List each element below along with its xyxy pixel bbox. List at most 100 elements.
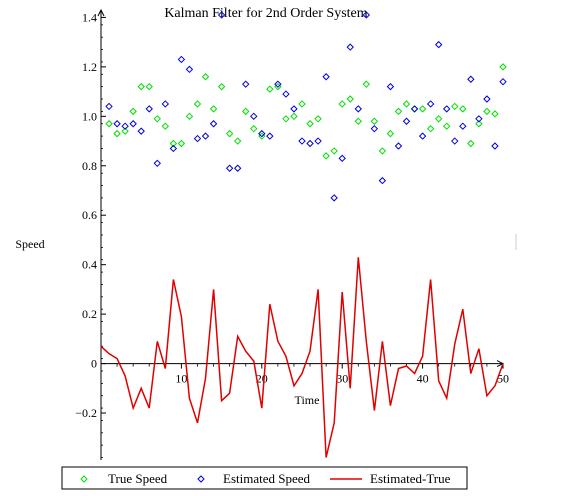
point-estimated-speed xyxy=(418,132,427,140)
point-true-speed xyxy=(467,139,475,148)
point-true-speed xyxy=(298,100,306,108)
point-estimated-speed xyxy=(105,102,113,111)
point-true-speed xyxy=(362,80,371,88)
point-estimated-speed xyxy=(322,73,330,81)
axes: −0.200.20.40.60.81.01.21.410 20 30 40 50 xyxy=(75,8,509,460)
point-estimated-speed xyxy=(258,129,266,138)
point-estimated-speed xyxy=(217,11,226,19)
x-axis-arrow-icon xyxy=(496,360,505,368)
point-estimated-speed xyxy=(475,115,483,123)
point-estimated-speed xyxy=(290,105,298,113)
point-estimated-speed xyxy=(298,137,306,145)
point-true-speed xyxy=(153,115,161,123)
legend-item-true-speed: True Speed xyxy=(80,471,168,486)
point-estimated-speed xyxy=(242,80,250,88)
x-tick-label: 50 xyxy=(497,372,509,386)
y-tick-label: 0 xyxy=(91,357,97,371)
point-true-speed xyxy=(491,110,499,118)
point-true-speed xyxy=(346,95,354,103)
point-estimated-speed xyxy=(129,120,137,128)
x-tick-label: 10 xyxy=(175,372,187,386)
point-estimated-speed xyxy=(491,142,499,150)
point-estimated-speed xyxy=(113,120,121,128)
point-estimated-speed xyxy=(161,100,170,108)
y-tick-label: 1.4 xyxy=(82,10,97,24)
point-true-speed xyxy=(459,105,467,113)
point-true-speed xyxy=(145,82,153,91)
y-tick-label: 1.0 xyxy=(82,109,97,123)
legend-label-true-speed: True Speed xyxy=(108,471,168,486)
point-true-speed xyxy=(290,112,298,121)
point-estimated-speed xyxy=(354,105,362,113)
point-true-speed xyxy=(330,147,338,155)
point-estimated-speed xyxy=(233,164,242,172)
point-estimated-speed xyxy=(225,164,234,172)
point-true-speed xyxy=(386,129,395,138)
point-true-speed xyxy=(137,82,145,91)
point-estimated-speed xyxy=(153,159,161,168)
point-estimated-speed xyxy=(394,142,403,150)
point-estimated-speed xyxy=(459,122,467,130)
point-true-speed xyxy=(193,100,202,108)
point-estimated-speed xyxy=(410,105,419,113)
point-estimated-speed xyxy=(378,176,387,185)
point-true-speed xyxy=(410,105,419,113)
y-axis-arrow-icon xyxy=(97,8,105,17)
point-estimated-speed xyxy=(386,82,395,91)
point-true-speed xyxy=(322,152,330,160)
point-estimated-speed xyxy=(266,132,274,140)
series-line-estimated-minus-true xyxy=(100,257,504,458)
chart-title: Kalman Filter for 2nd Order System xyxy=(164,6,367,21)
legend-label-estimated-minus-true: Estimated-True xyxy=(370,471,451,486)
point-estimated-speed xyxy=(306,139,314,148)
point-true-speed xyxy=(225,129,234,138)
point-estimated-speed xyxy=(250,112,258,121)
plot-area xyxy=(100,11,507,458)
point-estimated-speed xyxy=(169,144,178,153)
point-estimated-speed xyxy=(330,194,338,202)
point-true-speed xyxy=(121,127,129,135)
point-true-speed xyxy=(161,122,170,130)
point-estimated-speed xyxy=(451,137,459,145)
point-true-speed xyxy=(483,107,491,116)
point-true-speed xyxy=(185,112,194,121)
point-true-speed xyxy=(282,115,290,123)
point-true-speed xyxy=(338,100,346,108)
point-estimated-speed xyxy=(402,117,411,125)
point-estimated-speed xyxy=(362,11,371,19)
point-estimated-speed xyxy=(209,120,218,128)
y-tick-label: 0.2 xyxy=(82,307,97,321)
point-true-speed xyxy=(129,107,137,116)
point-true-speed xyxy=(306,120,314,128)
point-true-speed xyxy=(314,115,322,123)
point-true-speed xyxy=(378,147,387,155)
point-estimated-speed xyxy=(338,154,346,163)
legend-item-estimated-speed: Estimated Speed xyxy=(197,471,311,486)
point-true-speed xyxy=(217,82,226,91)
point-true-speed xyxy=(451,102,459,111)
y-tick-label: 0.4 xyxy=(82,258,97,272)
legend-diamond-icon xyxy=(80,475,88,483)
point-estimated-speed xyxy=(314,137,322,145)
point-estimated-speed xyxy=(193,134,202,143)
point-estimated-speed xyxy=(483,95,491,103)
point-estimated-speed xyxy=(121,122,129,130)
y-tick-label: 0.8 xyxy=(82,159,97,173)
point-true-speed xyxy=(394,107,403,116)
legend-diamond-icon xyxy=(197,475,205,483)
x-tick-label: 30 xyxy=(336,372,348,386)
point-estimated-speed xyxy=(499,77,507,86)
y-tick-label: 1.2 xyxy=(82,60,97,74)
point-true-speed xyxy=(370,117,379,125)
point-estimated-speed xyxy=(426,100,435,108)
point-true-speed xyxy=(418,105,427,113)
y-axis-label: Speed xyxy=(15,237,44,251)
point-true-speed xyxy=(233,137,242,145)
point-true-speed xyxy=(475,120,483,128)
x-axis-label: Time xyxy=(295,393,320,407)
point-true-speed xyxy=(209,105,218,113)
point-estimated-speed xyxy=(145,105,153,113)
point-true-speed xyxy=(499,63,507,71)
point-true-speed xyxy=(169,139,178,148)
